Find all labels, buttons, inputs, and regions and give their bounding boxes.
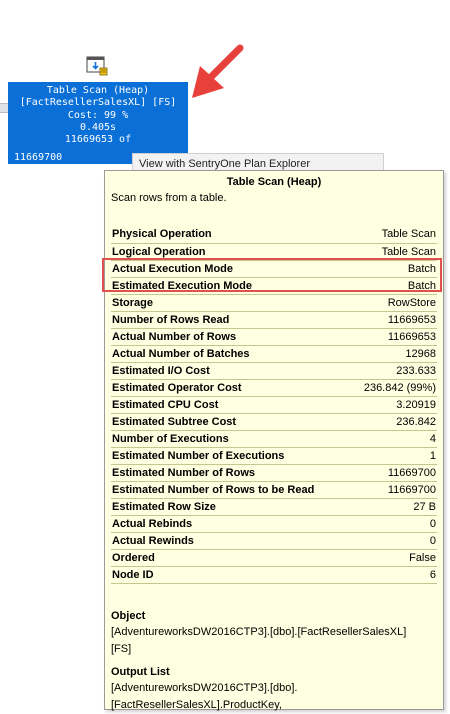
property-key: Estimated Number of Rows to be Read [111, 481, 351, 499]
properties-table: Physical Operation Table Scan Logical Oper… [111, 226, 437, 584]
node-cost: Cost: 99 % [67, 109, 129, 121]
property-key: Actual Number of Batches [111, 345, 351, 363]
plan-connector-stub [0, 103, 8, 113]
property-row: Actual Rebinds 0 [111, 515, 437, 533]
node-title: Table Scan (Heap) [46, 85, 150, 96]
object-line-2: [FS] [111, 642, 132, 655]
property-key: Actual Rewinds [111, 532, 351, 550]
property-key: Ordered [111, 549, 351, 567]
node-rows-actual: 11669653 of [64, 134, 132, 146]
property-row: Estimated CPU Cost 3.20919 [111, 396, 437, 414]
tooltip-description: Scan rows from a table. [111, 192, 227, 204]
property-value: Batch [350, 260, 437, 278]
property-row: Ordered False [111, 549, 437, 567]
property-key: Actual Execution Mode [111, 260, 351, 278]
property-key: Actual Number of Rows [111, 328, 351, 346]
property-key: Node ID [111, 566, 351, 584]
property-key: Estimated Operator Cost [111, 379, 351, 397]
property-row: Estimated Number of Rows to be Read 11669… [111, 481, 437, 499]
property-value: 11669700 [350, 464, 437, 482]
property-row: Actual Number of Batches 12968 [111, 345, 437, 363]
property-value: 11669653 [350, 311, 437, 329]
property-key: Logical Operation [111, 243, 351, 261]
property-key: Estimated Subtree Cost [111, 413, 351, 431]
property-value: 12968 [350, 345, 437, 363]
property-value: 11669700 [350, 481, 437, 499]
property-key: Estimated Number of Executions [111, 447, 351, 465]
property-value: 3.20919 [350, 396, 437, 414]
property-row: Node ID 6 [111, 566, 437, 584]
property-row: Storage RowStore [111, 294, 437, 312]
annotation-arrow-icon [188, 40, 248, 107]
property-key: Number of Executions [111, 430, 351, 448]
object-line-1: [AdventureworksDW2016CTP3].[dbo].[FactRe… [111, 625, 407, 638]
property-row: Estimated Number of Executions 1 [111, 447, 437, 465]
property-value: 233.633 [350, 362, 437, 380]
tooltip-title: Table Scan (Heap) [226, 176, 322, 188]
table-scan-icon[interactable] [86, 56, 108, 76]
property-row: Estimated Row Size 27 B [111, 498, 437, 516]
property-row: Actual Execution Mode Batch [111, 260, 437, 278]
property-value: 11669653 [350, 328, 437, 346]
property-row: Estimated Execution Mode Batch [111, 277, 437, 295]
property-key: Estimated I/O Cost [111, 362, 351, 380]
property-row: Number of Executions 4 [111, 430, 437, 448]
property-row: Number of Rows Read 11669653 [111, 311, 437, 329]
property-row: Logical Operation Table Scan [111, 243, 437, 261]
property-row: Actual Number of Rows 11669653 [111, 328, 437, 346]
property-key: Actual Rebinds [111, 515, 351, 533]
property-value: 236.842 [350, 413, 437, 431]
property-value: Table Scan [350, 226, 437, 244]
property-row: Estimated Number of Rows 11669700 [111, 464, 437, 482]
property-value: 0 [350, 515, 437, 533]
operator-tooltip: Table Scan (Heap) Scan rows from a table… [104, 170, 444, 711]
property-key: Physical Operation [111, 226, 351, 244]
object-label: Object [111, 609, 146, 622]
property-row: Estimated I/O Cost 233.633 [111, 362, 437, 380]
property-value: False [350, 549, 437, 567]
node-object: [FactResellerSalesXL] [FS] [19, 97, 177, 109]
property-value: Table Scan [350, 243, 437, 261]
property-key: Storage [111, 294, 351, 312]
plan-node-table-scan[interactable]: Table Scan (Heap) [FactResellerSalesXL] … [8, 82, 188, 164]
property-value: 0 [350, 532, 437, 550]
property-value: 27 B [350, 498, 437, 516]
output-list-line-2: [FactResellerSalesXL].ProductKey, [111, 698, 282, 711]
property-value: 1 [350, 447, 437, 465]
context-menu-item-plan-explorer[interactable]: View with SentryOne Plan Explorer [139, 158, 310, 170]
property-key: Estimated Execution Mode [111, 277, 351, 295]
context-menu[interactable]: View with SentryOne Plan Explorer [132, 153, 384, 173]
property-key: Estimated Number of Rows [111, 464, 351, 482]
property-value: 6 [350, 566, 437, 584]
property-value: 236.842 (99%) [350, 379, 437, 397]
property-row: Estimated Operator Cost 236.842 (99%) [111, 379, 437, 397]
node-rows-estimated: 11669700 [14, 151, 63, 163]
property-row: Actual Rewinds 0 [111, 532, 437, 550]
node-elapsed-time: 0.405s [79, 121, 117, 133]
property-key: Number of Rows Read [111, 311, 351, 329]
property-row: Estimated Subtree Cost 236.842 [111, 413, 437, 431]
property-key: Estimated Row Size [111, 498, 351, 516]
property-key: Estimated CPU Cost [111, 396, 351, 414]
property-row: Physical Operation Table Scan [111, 226, 437, 244]
property-value: RowStore [350, 294, 437, 312]
property-value: 4 [350, 430, 437, 448]
output-list-line-1: [AdventureworksDW2016CTP3].[dbo]. [111, 681, 298, 694]
output-list-label: Output List [111, 665, 170, 678]
property-value: Batch [350, 277, 437, 295]
